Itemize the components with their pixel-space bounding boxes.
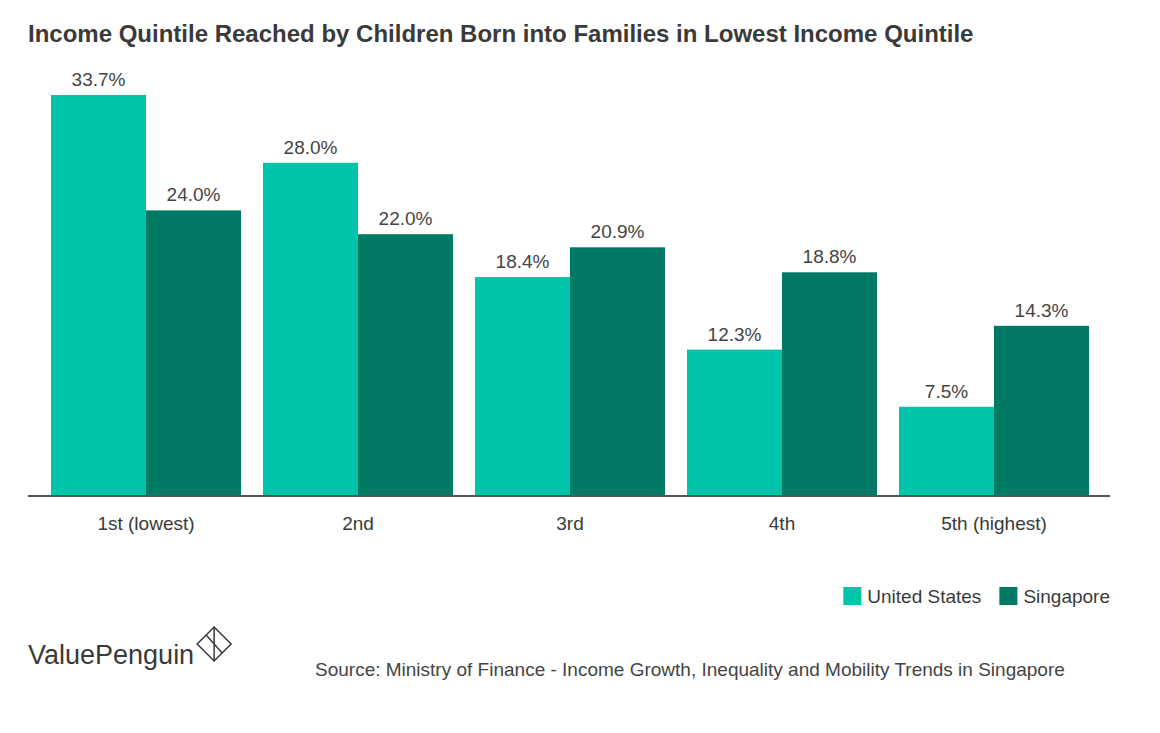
brand-icon xyxy=(197,627,231,661)
data-label: 28.0% xyxy=(284,137,338,158)
data-label: 12.3% xyxy=(708,324,762,345)
bar xyxy=(263,163,358,496)
data-label: 20.9% xyxy=(591,221,645,242)
x-tick-label: 4th xyxy=(769,513,795,534)
data-labels: 33.7% 24.0% 28.0% 22.0% 18.4% 20.9% 12.3% 18.8%… xyxy=(72,69,1069,402)
bar xyxy=(146,210,241,496)
x-tick-label: 5th (highest) xyxy=(941,513,1047,534)
source: Source: Ministry of Finance - Income Gro… xyxy=(315,655,1115,684)
title: Income Quintile Reached by Children Born… xyxy=(28,20,973,47)
brand: ValuePenguin xyxy=(28,640,194,670)
bar xyxy=(782,272,877,496)
legend-label: Singapore xyxy=(1023,586,1110,607)
data-label: 18.4% xyxy=(496,251,550,272)
chart: Income Quintile Reached by Children Born… xyxy=(0,0,1160,733)
bar xyxy=(687,350,782,496)
data-label: 33.7% xyxy=(72,69,126,90)
bar xyxy=(358,234,453,496)
legend: Singapore United States xyxy=(843,586,1110,607)
legend-swatch xyxy=(999,587,1017,605)
data-label: 22.0% xyxy=(379,208,433,229)
data-label: 14.3% xyxy=(1015,300,1069,321)
baseline xyxy=(28,495,1110,497)
bar xyxy=(570,247,665,496)
legend-swatch xyxy=(843,587,861,605)
bar xyxy=(51,95,146,496)
legend-label: United States xyxy=(867,586,981,607)
bar xyxy=(899,407,994,496)
bar xyxy=(994,326,1089,496)
bars xyxy=(51,95,1089,496)
data-label: 24.0% xyxy=(167,184,221,205)
x-tick-label: 1st (lowest) xyxy=(97,513,194,534)
bar xyxy=(475,277,570,496)
x-tick-label: 2nd xyxy=(342,513,374,534)
data-label: 18.8% xyxy=(803,246,857,267)
data-label: 7.5% xyxy=(925,381,968,402)
x-tick-label: 3rd xyxy=(556,513,583,534)
